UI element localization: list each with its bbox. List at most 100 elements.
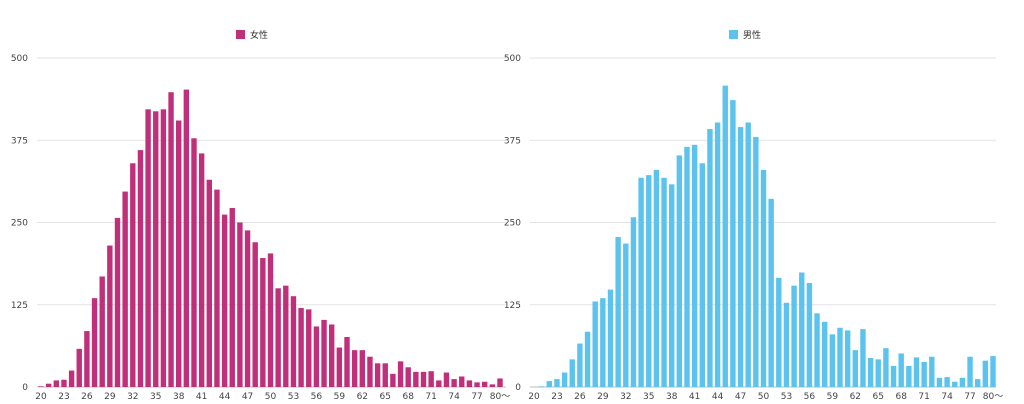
female-bar-age-55[interactable] bbox=[306, 309, 312, 387]
male-bar-age-55[interactable] bbox=[799, 272, 805, 387]
female-bar-age-74[interactable] bbox=[451, 379, 457, 387]
female-bar-age-49[interactable] bbox=[260, 258, 266, 387]
male-bar-age-60[interactable] bbox=[837, 327, 843, 387]
male-bar-age-24[interactable] bbox=[561, 372, 568, 387]
female-bar-age-61[interactable] bbox=[351, 350, 358, 387]
female-bar-age-39[interactable] bbox=[183, 89, 190, 387]
male-bar-age-23[interactable] bbox=[554, 379, 560, 387]
female-bar-age-28[interactable] bbox=[99, 276, 105, 387]
male-bar-age-66[interactable] bbox=[883, 348, 889, 387]
female-bar-age-69[interactable] bbox=[413, 371, 419, 387]
male-bar-age-78[interactable] bbox=[975, 379, 981, 387]
male-bar-age-68[interactable] bbox=[898, 353, 904, 387]
male-bar-age-80〜[interactable] bbox=[990, 356, 996, 387]
female-bar-age-66[interactable] bbox=[390, 373, 396, 387]
female-bar-age-64[interactable] bbox=[374, 363, 381, 387]
female-bar-age-44[interactable] bbox=[221, 214, 228, 387]
male-bar-age-73[interactable] bbox=[936, 377, 943, 387]
female-bar-age-45[interactable] bbox=[229, 208, 235, 387]
male-bar-age-41[interactable] bbox=[691, 144, 698, 387]
female-bar-age-33[interactable] bbox=[137, 150, 144, 387]
male-bar-age-32[interactable] bbox=[623, 243, 629, 387]
male-bar-age-76[interactable] bbox=[959, 377, 966, 387]
male-bar-age-47[interactable] bbox=[737, 127, 744, 387]
male-bar-age-31[interactable] bbox=[615, 236, 621, 387]
female-bar-age-52[interactable] bbox=[283, 285, 289, 387]
male-bar-age-77[interactable] bbox=[967, 356, 973, 387]
female-bar-age-57[interactable] bbox=[321, 319, 327, 387]
male-bar-age-36[interactable] bbox=[653, 169, 660, 387]
male-bar-age-26[interactable] bbox=[577, 343, 583, 387]
female-bar-age-25[interactable] bbox=[76, 348, 82, 387]
female-bar-age-70[interactable] bbox=[420, 371, 427, 387]
male-bar-age-74[interactable] bbox=[944, 377, 950, 387]
female-bar-age-56[interactable] bbox=[313, 326, 320, 387]
female-bar-age-48[interactable] bbox=[252, 242, 258, 387]
female-bar-age-68[interactable] bbox=[405, 367, 411, 387]
male-bar-age-64[interactable] bbox=[867, 358, 874, 387]
male-bar-age-71[interactable] bbox=[921, 362, 927, 387]
female-bar-age-40[interactable] bbox=[191, 138, 197, 387]
female-bar-age-38[interactable] bbox=[176, 120, 182, 387]
male-bar-age-49[interactable] bbox=[753, 136, 759, 387]
female-bar-age-72[interactable] bbox=[436, 380, 442, 387]
female-bar-age-47[interactable] bbox=[244, 230, 251, 387]
female-bar-age-75[interactable] bbox=[459, 376, 465, 387]
female-bar-age-60[interactable] bbox=[344, 336, 350, 387]
female-bar-age-31[interactable] bbox=[122, 191, 128, 387]
female-bar-age-23[interactable] bbox=[61, 379, 67, 387]
male-bar-age-54[interactable] bbox=[791, 285, 797, 387]
male-bar-age-21[interactable] bbox=[538, 386, 545, 387]
female-bar-age-43[interactable] bbox=[214, 189, 220, 387]
male-bar-age-58[interactable] bbox=[822, 321, 828, 387]
female-bar-age-37[interactable] bbox=[168, 92, 174, 387]
female-bar-age-63[interactable] bbox=[367, 356, 373, 387]
male-bar-age-72[interactable] bbox=[929, 356, 935, 387]
female-bar-age-32[interactable] bbox=[130, 163, 136, 387]
female-bar-age-62[interactable] bbox=[359, 350, 365, 387]
female-bar-age-24[interactable] bbox=[68, 370, 75, 387]
female-bar-age-80〜[interactable] bbox=[497, 378, 503, 387]
female-bar-age-59[interactable] bbox=[336, 347, 343, 387]
female-bar-age-76[interactable] bbox=[466, 380, 473, 387]
male-bar-age-37[interactable] bbox=[661, 177, 667, 387]
male-bar-age-44[interactable] bbox=[714, 122, 721, 387]
male-bar-age-51[interactable] bbox=[768, 198, 774, 387]
male-bar-age-34[interactable] bbox=[638, 177, 644, 387]
male-bar-age-46[interactable] bbox=[730, 100, 736, 388]
male-bar-age-75[interactable] bbox=[952, 381, 958, 387]
male-bar-age-62[interactable] bbox=[852, 350, 858, 387]
female-bar-age-30[interactable] bbox=[114, 217, 121, 387]
female-bar-age-78[interactable] bbox=[482, 381, 488, 387]
female-bar-age-46[interactable] bbox=[237, 222, 243, 388]
male-bar-age-38[interactable] bbox=[669, 184, 675, 387]
male-bar-age-29[interactable] bbox=[600, 298, 606, 387]
female-bar-age-77[interactable] bbox=[474, 382, 480, 387]
male-bar-age-33[interactable] bbox=[630, 217, 637, 387]
female-bar-age-51[interactable] bbox=[275, 288, 281, 387]
female-bar-age-35[interactable] bbox=[153, 111, 159, 388]
female-bar-age-22[interactable] bbox=[53, 380, 59, 387]
male-bar-age-30[interactable] bbox=[607, 289, 614, 387]
female-bar-age-36[interactable] bbox=[160, 109, 167, 387]
male-bar-age-43[interactable] bbox=[707, 129, 713, 387]
male-bar-age-65[interactable] bbox=[875, 359, 881, 387]
male-bar-age-70[interactable] bbox=[913, 357, 920, 387]
male-bar-age-67[interactable] bbox=[890, 365, 897, 387]
male-bar-age-28[interactable] bbox=[592, 301, 598, 387]
female-bar-age-71[interactable] bbox=[428, 371, 434, 387]
female-bar-age-54[interactable] bbox=[298, 308, 304, 387]
male-bar-age-40[interactable] bbox=[684, 146, 690, 387]
female-bar-age-42[interactable] bbox=[206, 179, 212, 387]
male-bar-age-69[interactable] bbox=[906, 365, 912, 387]
female-bar-age-58[interactable] bbox=[329, 324, 335, 387]
female-bar-age-20[interactable] bbox=[38, 386, 44, 387]
female-bar-age-53[interactable] bbox=[290, 296, 297, 387]
female-bar-age-41[interactable] bbox=[198, 153, 205, 387]
female-bar-age-26[interactable] bbox=[84, 331, 90, 387]
male-bar-age-61[interactable] bbox=[844, 330, 851, 387]
female-bar-age-79[interactable] bbox=[489, 384, 496, 387]
male-bar-age-22[interactable] bbox=[546, 381, 552, 387]
female-bar-age-67[interactable] bbox=[397, 361, 404, 387]
male-bar-age-63[interactable] bbox=[860, 329, 866, 387]
